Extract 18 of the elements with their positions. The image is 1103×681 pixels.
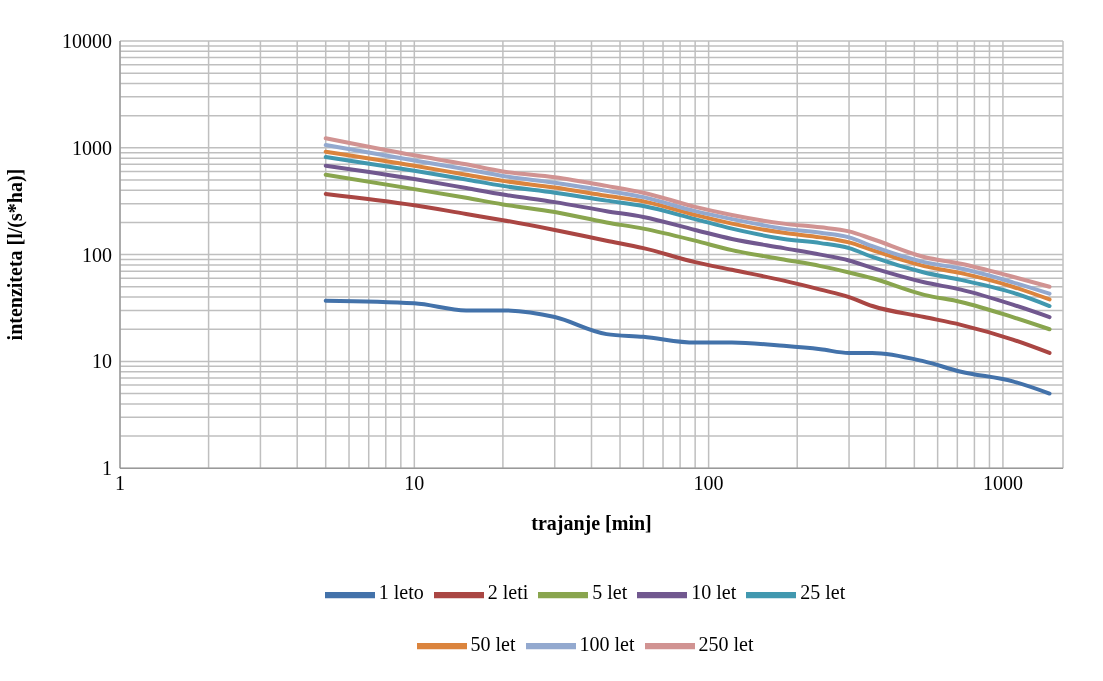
x-tick-label: 1000 — [982, 472, 1023, 495]
legend-label: 1 leto — [378, 581, 424, 604]
y-tick-label: 100 — [82, 243, 112, 266]
legend-label: 250 let — [698, 632, 754, 655]
y-tick-label: 10000 — [62, 30, 112, 53]
legend-label: 100 let — [579, 632, 635, 655]
x-tick-label: 10 — [404, 472, 425, 495]
legend-label: 25 let — [800, 581, 846, 604]
y-tick-label: 10 — [92, 350, 112, 373]
x-tick-label: 100 — [693, 472, 724, 495]
legend-label: 2 leti — [487, 581, 529, 604]
legend-label: 50 let — [470, 632, 516, 655]
legend-label: 5 let — [592, 581, 628, 604]
y-axis-title: intenziteta [l/(s*ha)] — [4, 168, 28, 341]
legend-label: 10 let — [691, 581, 737, 604]
x-axis-title: trajanje [min] — [531, 512, 652, 536]
y-tick-label: 1000 — [72, 136, 112, 159]
y-tick-label: 1 — [102, 457, 112, 480]
